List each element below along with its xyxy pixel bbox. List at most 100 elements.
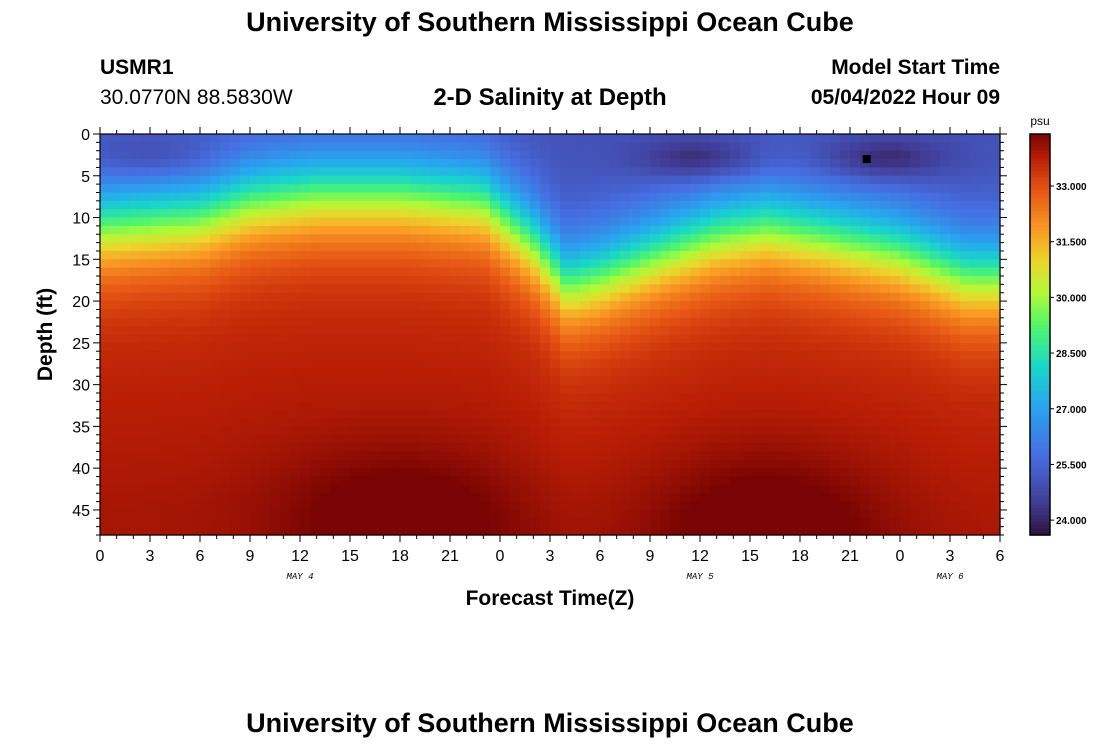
heatmap-cell [700, 242, 711, 252]
heatmap-cell [660, 250, 671, 260]
heatmap-cell [390, 376, 401, 386]
heatmap-cell [110, 434, 121, 444]
heatmap-cell [880, 359, 891, 369]
heatmap-cell [480, 292, 491, 302]
heatmap-cell [620, 359, 631, 369]
heatmap-cell [210, 217, 221, 227]
heatmap-cell [720, 184, 731, 194]
heatmap-cell [460, 142, 471, 152]
colorbar-segment [1030, 478, 1050, 483]
heatmap-cell [580, 476, 591, 486]
heatmap-cell [130, 418, 141, 427]
heatmap-cell [600, 384, 611, 394]
heatmap-cell [180, 501, 191, 511]
heatmap-cell [730, 292, 741, 302]
heatmap-cell [420, 276, 431, 285]
heatmap-cell [940, 317, 951, 327]
heatmap-cell [910, 518, 921, 528]
heatmap-cell [520, 267, 531, 277]
heatmap-cell [810, 234, 821, 244]
heatmap-cell [900, 459, 911, 469]
heatmap-cell [210, 484, 221, 494]
heatmap-cell [200, 518, 211, 528]
heatmap-cell [310, 392, 321, 402]
heatmap-cell [470, 317, 481, 327]
heatmap-cell [440, 175, 451, 185]
heatmap-cell [520, 359, 531, 369]
heatmap-cell [540, 518, 551, 528]
heatmap-cell [960, 476, 971, 486]
heatmap-cell [510, 409, 521, 419]
heatmap-cell [750, 451, 761, 461]
heatmap-cell [570, 292, 581, 302]
heatmap-cell [200, 443, 211, 453]
heatmap-cell [490, 150, 501, 160]
heatmap-cell [310, 267, 321, 277]
heatmap-cell [120, 142, 131, 152]
heatmap-cell [260, 209, 271, 219]
heatmap-cell [530, 409, 541, 419]
heatmap-cell [740, 309, 751, 319]
heatmap-cell [240, 134, 251, 143]
heatmap-cell [630, 509, 641, 519]
heatmap-cell [150, 334, 161, 344]
station-coords: 30.0770N 88.5830W [100, 86, 293, 109]
heatmap-cell [930, 184, 941, 194]
heatmap-cell [310, 150, 321, 160]
heatmap-cell [860, 501, 871, 511]
heatmap-cell [240, 418, 251, 427]
heatmap-cell [300, 342, 311, 352]
heatmap-cell [130, 342, 141, 352]
heatmap-cell [600, 159, 611, 169]
heatmap-cell [910, 526, 921, 536]
heatmap-cell [290, 192, 301, 202]
heatmap-cell [920, 459, 931, 469]
heatmap-cell [250, 367, 261, 377]
heatmap-cell [390, 451, 401, 461]
heatmap-cell [250, 501, 261, 511]
heatmap-cell [450, 184, 461, 194]
heatmap-cell [540, 200, 551, 210]
heatmap-cell [820, 493, 831, 503]
heatmap-cell [900, 334, 911, 344]
heatmap-cell [880, 142, 891, 152]
heatmap-cell [870, 334, 881, 344]
heatmap-cell [240, 376, 251, 386]
heatmap-cell [340, 225, 351, 235]
colorbar-segment [1030, 224, 1050, 229]
heatmap-cell [680, 225, 691, 235]
heatmap-cell [730, 200, 741, 210]
colorbar-segment [1030, 428, 1050, 433]
heatmap-cell [700, 526, 711, 536]
heatmap-cell [400, 142, 411, 152]
heatmap-cell [180, 384, 191, 394]
heatmap-cell [990, 276, 1001, 285]
heatmap-cell [480, 418, 491, 427]
heatmap-cell [610, 150, 621, 160]
heatmap-cell [170, 192, 181, 202]
heatmap-cell [920, 159, 931, 169]
heatmap-cell [330, 392, 341, 402]
heatmap-cell [860, 367, 871, 377]
heatmap-cell [450, 501, 461, 511]
heatmap-cell [190, 267, 201, 277]
heatmap-cell [360, 234, 371, 244]
heatmap-cell [140, 142, 151, 152]
heatmap-cell [600, 317, 611, 327]
heatmap-cell [410, 401, 421, 411]
heatmap-cell [840, 242, 851, 252]
heatmap-cell [880, 309, 891, 319]
heatmap-cell [730, 376, 741, 386]
heatmap-cell [710, 326, 721, 336]
heatmap-cell [460, 493, 471, 503]
heatmap-cell [580, 301, 591, 311]
heatmap-cell [320, 292, 331, 302]
heatmap-cell [460, 418, 471, 427]
heatmap-cell [370, 250, 381, 260]
heatmap-cell [710, 493, 721, 503]
heatmap-cell [200, 367, 211, 377]
heatmap-cell [210, 367, 221, 377]
heatmap-cell [220, 234, 231, 244]
heatmap-cell [460, 225, 471, 235]
heatmap-cell [200, 150, 211, 160]
